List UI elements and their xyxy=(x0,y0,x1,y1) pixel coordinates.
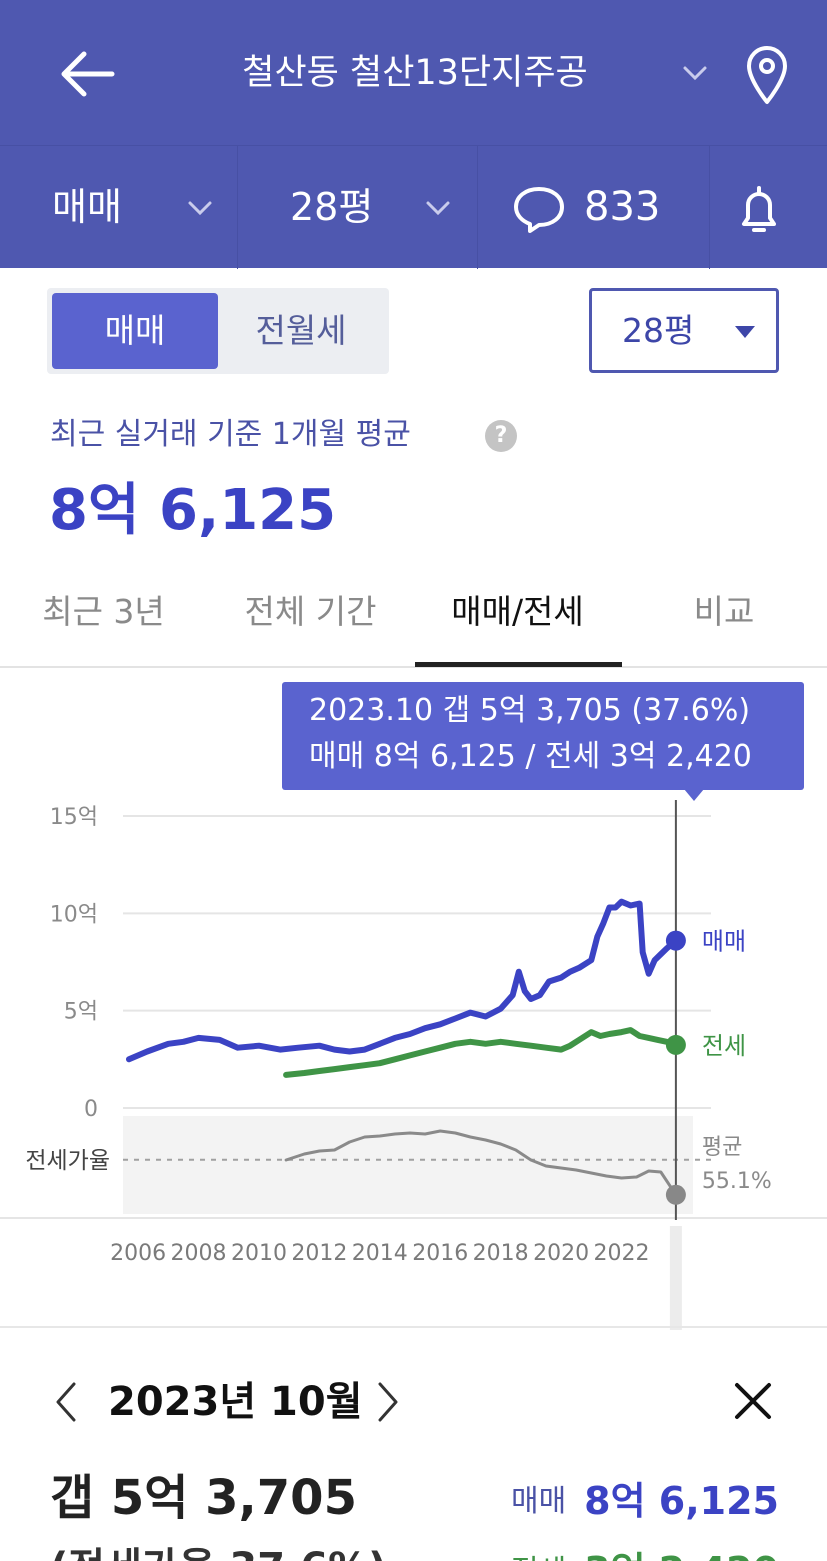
gap-amount: 갭 5억 3,705 xyxy=(50,1470,357,1526)
lease-series-line xyxy=(283,1027,679,1078)
x-tick-label: 2018 xyxy=(473,1241,529,1266)
tooltip-gap-line: 2023.10 갭 5억 3,705 (37.6%) xyxy=(309,693,751,728)
lease-series-label: 전세 xyxy=(702,1032,746,1060)
tooltip-pointer xyxy=(684,789,704,801)
comments-button[interactable]: 833 xyxy=(478,146,710,269)
page-title[interactable]: 철산동 철산13단지주공 xyxy=(242,53,588,93)
sale-series-line xyxy=(126,898,679,1063)
x-tick-label: 2014 xyxy=(352,1241,408,1266)
period-tabs: 최근 3년 전체 기간 매매/전세 비교 xyxy=(0,568,827,668)
sale-series-label: 매매 xyxy=(702,928,746,956)
sale-value: 8억 6,125 xyxy=(584,1479,779,1523)
segment-sale[interactable]: 매매 xyxy=(52,293,218,369)
y-tick-label: 0 xyxy=(84,1097,98,1122)
bell-icon xyxy=(742,186,776,232)
chevron-down-icon[interactable] xyxy=(680,60,710,86)
lease-price-row: 전세 3억 2,420 xyxy=(511,1540,779,1561)
help-icon[interactable]: ? xyxy=(485,420,517,452)
trade-segment-control: 매매 전월세 xyxy=(47,288,389,374)
chevron-down-icon xyxy=(188,201,212,216)
lease-label: 전세 xyxy=(511,1554,566,1561)
average-price: 8억 6,125 xyxy=(49,478,337,543)
divider xyxy=(0,1326,827,1328)
segment-lease[interactable]: 전월세 xyxy=(255,311,347,350)
lease-point xyxy=(665,1034,686,1055)
ratio-point xyxy=(665,1184,686,1205)
tab-all-period[interactable]: 전체 기간 xyxy=(244,592,377,631)
chevron-down-icon xyxy=(426,201,450,216)
tooltip-price-line: 매매 8억 6,125 / 전세 3억 2,420 xyxy=(309,739,752,774)
comment-count: 833 xyxy=(584,184,661,230)
size-select[interactable]: 28평 xyxy=(589,288,779,373)
speech-bubble-icon xyxy=(514,187,564,233)
next-month-icon[interactable] xyxy=(372,1380,404,1424)
back-arrow-icon[interactable] xyxy=(58,46,118,102)
lease-ratio: (전세가율 37.6%) xyxy=(50,1540,386,1561)
x-tick-label: 2012 xyxy=(291,1241,347,1266)
sale-label: 매매 xyxy=(510,1483,567,1519)
chart-tooltip: 2023.10 갭 5억 3,705 (37.6%) 매매 8억 6,125 /… xyxy=(282,682,804,790)
x-tick-label: 2006 xyxy=(110,1241,166,1266)
tab-recent-3y[interactable]: 최근 3년 xyxy=(42,592,165,631)
close-icon[interactable] xyxy=(733,1381,773,1421)
trade-type-label: 매매 xyxy=(52,185,122,229)
ratio-series-line xyxy=(284,1129,678,1197)
price-chart[interactable]: 15억 10억 5억 0 전세가율 2006 2008 2010 2012 2014 2016 201… xyxy=(0,790,827,1330)
ratio-axis-label: 전세가율 xyxy=(25,1148,110,1174)
prev-month-icon[interactable] xyxy=(50,1380,82,1424)
avg-label: 평균 xyxy=(702,1135,742,1160)
size-select-value: 28평 xyxy=(622,311,695,350)
filter-bar: 매매 28평 833 xyxy=(0,145,827,269)
size-label: 28평 xyxy=(290,185,374,229)
ratio-panel-bg xyxy=(123,1116,693,1214)
active-tab-indicator xyxy=(415,662,622,667)
y-tick-label: 10억 xyxy=(50,902,98,927)
tab-compare[interactable]: 비교 xyxy=(693,592,755,631)
tab-sale-lease[interactable]: 매매/전세 xyxy=(451,592,584,631)
lease-value: 3억 2,420 xyxy=(584,1549,779,1561)
x-tick-label: 2010 xyxy=(231,1241,287,1266)
caret-down-icon xyxy=(735,326,755,338)
notification-button[interactable] xyxy=(710,146,827,269)
app-header: 철산동 철산13단지주공 xyxy=(0,0,827,145)
sale-point xyxy=(665,930,686,951)
x-tick-label: 2020 xyxy=(533,1241,589,1266)
avg-value-label: 55.1% xyxy=(702,1169,772,1194)
y-tick-label: 5억 xyxy=(64,1000,98,1025)
summary-subtitle: 최근 실거래 기준 1개월 평균 xyxy=(50,417,411,452)
y-tick-label: 15억 xyxy=(50,805,98,830)
x-tick-label: 2016 xyxy=(412,1241,468,1266)
x-tick-label: 2008 xyxy=(171,1241,227,1266)
trade-type-dropdown[interactable]: 매매 xyxy=(0,146,238,269)
location-pin-icon[interactable] xyxy=(744,44,790,106)
sale-price-row: 매매 8억 6,125 xyxy=(510,1470,779,1523)
size-dropdown[interactable]: 28평 xyxy=(238,146,478,269)
selected-month: 2023년 10월 xyxy=(108,1379,363,1425)
x-tick-label: 2022 xyxy=(594,1241,650,1266)
cursor-band xyxy=(669,1226,682,1330)
